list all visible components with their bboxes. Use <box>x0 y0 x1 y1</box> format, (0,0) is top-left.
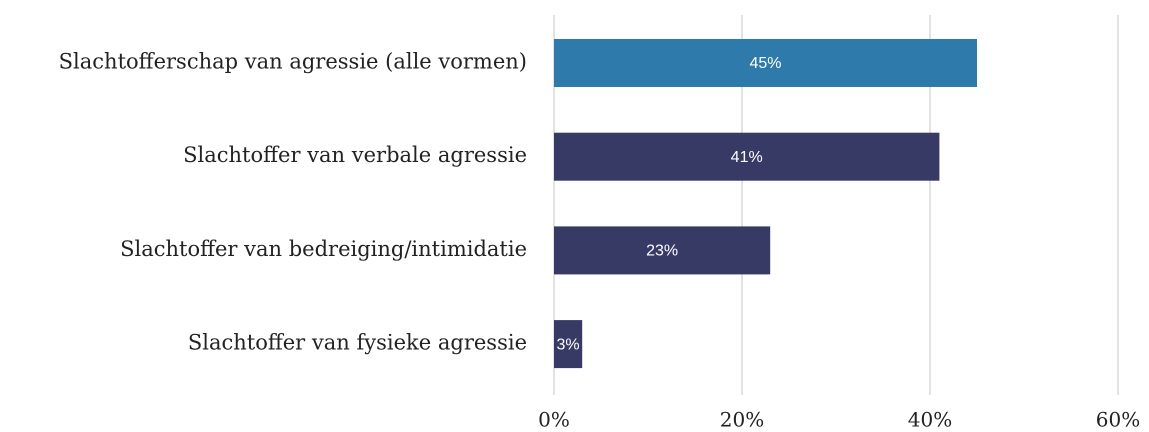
x-tick-label: 0% <box>538 408 570 432</box>
bar <box>554 132 940 181</box>
category-label: Slachtofferschap van agressie (alle vorm… <box>59 50 527 74</box>
value-label: 23% <box>646 243 678 260</box>
x-tick-label: 60% <box>1096 408 1140 432</box>
value-label: 3% <box>557 336 580 353</box>
category-label: Slachtoffer van bedreiging/intimidatie <box>120 237 527 261</box>
x-tick-label: 40% <box>908 408 952 432</box>
bar <box>554 320 583 369</box>
value-label: 45% <box>749 55 781 72</box>
bar <box>554 226 771 275</box>
bar <box>554 39 977 87</box>
value-label: 41% <box>731 149 763 166</box>
x-tick-label: 20% <box>720 408 764 432</box>
category-label: Slachtoffer van fysieke agressie <box>188 331 527 355</box>
category-label: Slachtoffer van verbale agressie <box>183 143 527 167</box>
